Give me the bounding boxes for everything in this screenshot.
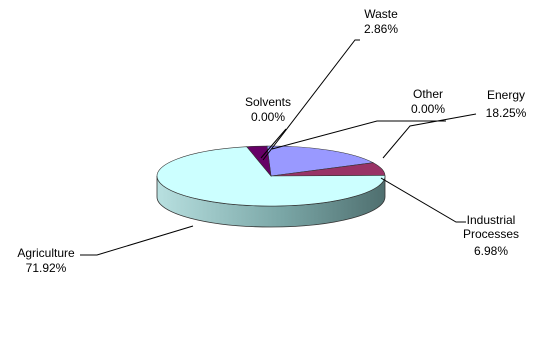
- data-label-agriculture-value: 71.92%: [26, 261, 67, 275]
- data-label-waste-value: 2.86%: [364, 22, 398, 36]
- data-label-energy-name: Energy: [487, 88, 525, 102]
- data-label-solvents-value: 0.00%: [251, 110, 285, 124]
- data-label-solvents-name: Solvents: [245, 95, 291, 109]
- data-label-industrial-processes-name: Industrial: [467, 213, 516, 227]
- leader-line-energy: [382, 113, 477, 159]
- leader-line-industrial-processes: [380, 177, 466, 223]
- data-label-industrial-processes-name: Processes: [463, 227, 519, 241]
- leader-line-other: [271, 120, 446, 150]
- leader-line-waste: [262, 39, 360, 161]
- data-label-agriculture-name: Agriculture: [17, 246, 75, 260]
- leader-line-agriculture: [80, 225, 194, 256]
- pie-slice-energy: [266, 145, 375, 177]
- data-label-industrial-processes-value: 6.98%: [474, 244, 508, 258]
- data-label-waste-name: Waste: [364, 7, 398, 21]
- leader-line-solvents: [260, 128, 287, 159]
- data-label-other-name: Other: [413, 87, 443, 101]
- data-label-energy-value: 18.25%: [486, 106, 527, 120]
- data-label-other-value: 0.00%: [411, 102, 445, 116]
